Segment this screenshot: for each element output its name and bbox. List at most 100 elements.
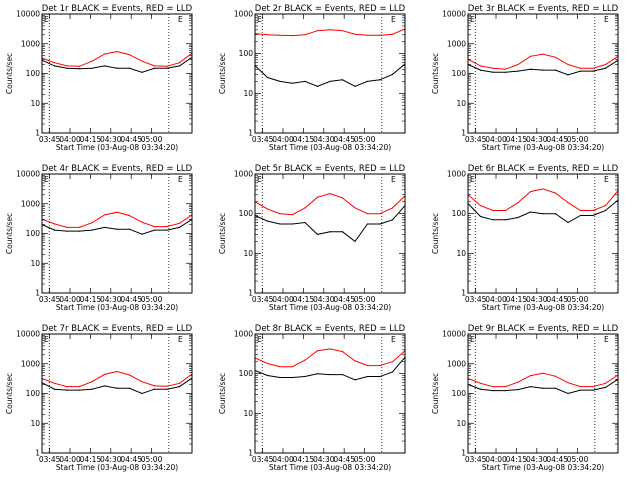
data-point-black: [128, 228, 131, 230]
series-line-black: [467, 199, 619, 224]
y-tick-label: 10: [456, 249, 466, 258]
chart-panel-4: Det 4r BLACK = Events, RED = LLD 1 10 100 10…: [5, 164, 193, 312]
x-tick-label: 04:15: [80, 295, 102, 304]
marker-label: E: [44, 15, 49, 24]
plot-frame: [41, 13, 193, 134]
series-line-red: [254, 193, 406, 216]
series-line-black: [254, 63, 406, 87]
data-point-red: [91, 60, 93, 62]
x-tick-label: 05:00: [141, 455, 163, 464]
data-point-red: [379, 34, 381, 36]
y-tick-label: 10: [30, 419, 40, 428]
data-point-black: [554, 213, 557, 215]
data-point-black: [517, 216, 519, 219]
data-point-red: [517, 63, 519, 66]
y-tick-label: 10000: [442, 10, 466, 19]
data-point-red: [366, 213, 369, 215]
y-tick-label: 100: [26, 229, 41, 238]
data-point-black: [379, 375, 381, 378]
data-point-black: [366, 223, 369, 225]
y-tick-label: 1: [35, 289, 40, 298]
data-point-red: [304, 207, 306, 209]
chart-panel-2: Det 2r BLACK = Events, RED = LLD 1 10 100 10…: [218, 4, 406, 152]
data-point-black: [103, 226, 106, 229]
data-point-black: [567, 221, 569, 224]
x-tick-label: 05:00: [354, 135, 376, 144]
x-tick-label: 04:30: [100, 135, 122, 144]
chart-panel-1: Det 1r BLACK = Events, RED = LLD 1 10 100 10…: [5, 4, 193, 152]
data-point-red: [66, 386, 68, 388]
x-tick-label: 03:45: [252, 455, 274, 464]
data-point-black: [316, 85, 319, 87]
data-point-red: [329, 193, 331, 195]
x-tick-label: 03:45: [465, 455, 487, 464]
y-tick-label: 10000: [16, 170, 40, 179]
data-point-red: [266, 34, 269, 36]
data-point-red: [266, 208, 269, 210]
data-point-red: [316, 196, 319, 198]
data-point-black: [354, 240, 356, 242]
x-tick-label: 04:00: [272, 295, 294, 304]
y-tick-label: 10: [456, 419, 466, 428]
data-point-red: [604, 382, 607, 384]
y-tick-label: 1000: [234, 10, 253, 19]
chart-title: Det 1r BLACK = Events, RED = LLD: [42, 4, 193, 14]
series-line-red: [467, 188, 619, 211]
data-point-black: [103, 385, 106, 387]
data-point-red: [592, 386, 594, 388]
chart-panel-5: Det 5r BLACK = Events, RED = LLD 1 10 100 10…: [218, 164, 406, 312]
y-tick-label: 1: [248, 449, 253, 458]
plot-frame: [254, 173, 406, 294]
x-axis-label: Start Time (03-Aug-08 03:34:20): [56, 303, 178, 312]
data-point-red: [604, 63, 607, 66]
data-point-black: [279, 80, 281, 82]
data-point-red: [66, 226, 68, 229]
x-tick-label: 04:00: [59, 295, 81, 304]
data-point-black: [517, 389, 519, 391]
data-point-red: [517, 381, 519, 383]
chart-panel-7: Det 7r BLACK = Events, RED = LLD 1 10 100 10…: [5, 324, 193, 472]
data-point-black: [166, 229, 168, 231]
data-point-black: [153, 388, 156, 390]
data-point-black: [479, 388, 482, 390]
data-point-black: [279, 376, 281, 379]
data-point-black: [529, 211, 532, 213]
data-point-red: [504, 386, 507, 388]
data-point-black: [304, 80, 306, 82]
x-tick-label: 04:00: [485, 295, 507, 304]
data-point-red: [554, 56, 557, 58]
data-point-black: [479, 215, 482, 218]
x-tick-label: 04:15: [80, 455, 102, 464]
data-point-black: [128, 67, 131, 69]
chart-panel-6: Det 6r BLACK = Events, RED = LLD 1 10 100 10…: [431, 164, 619, 312]
marker-label: E: [391, 175, 396, 184]
data-point-red: [291, 35, 294, 37]
data-point-black: [604, 386, 607, 389]
data-point-red: [579, 209, 582, 212]
chart-panel-9: Det 9r BLACK = Events, RED = LLD 1 10 100 10…: [431, 324, 619, 472]
y-tick-label: 1000: [447, 359, 466, 368]
data-point-black: [316, 233, 319, 236]
x-tick-label: 04:30: [100, 455, 122, 464]
data-point-black: [329, 80, 331, 82]
data-point-black: [354, 379, 356, 381]
data-point-red: [479, 204, 482, 207]
x-tick-label: 04:30: [526, 135, 548, 144]
data-point-black: [178, 226, 181, 229]
data-point-black: [116, 387, 118, 389]
series-line-black: [254, 205, 406, 243]
data-point-red: [53, 382, 56, 384]
data-point-red: [279, 34, 281, 36]
data-point-red: [579, 67, 582, 69]
data-point-red: [341, 30, 344, 32]
data-point-black: [141, 392, 143, 395]
plot-frame: [41, 333, 193, 454]
x-tick-label: 04:30: [313, 455, 335, 464]
y-axis-label: Counts/sec: [218, 213, 227, 254]
x-tick-label: 04:15: [293, 135, 315, 144]
data-point-red: [316, 30, 319, 32]
y-axis-label: Counts/sec: [5, 213, 14, 254]
x-tick-label: 05:00: [567, 295, 589, 304]
x-tick-label: 04:45: [120, 455, 142, 464]
y-tick-label: 1000: [21, 359, 40, 368]
